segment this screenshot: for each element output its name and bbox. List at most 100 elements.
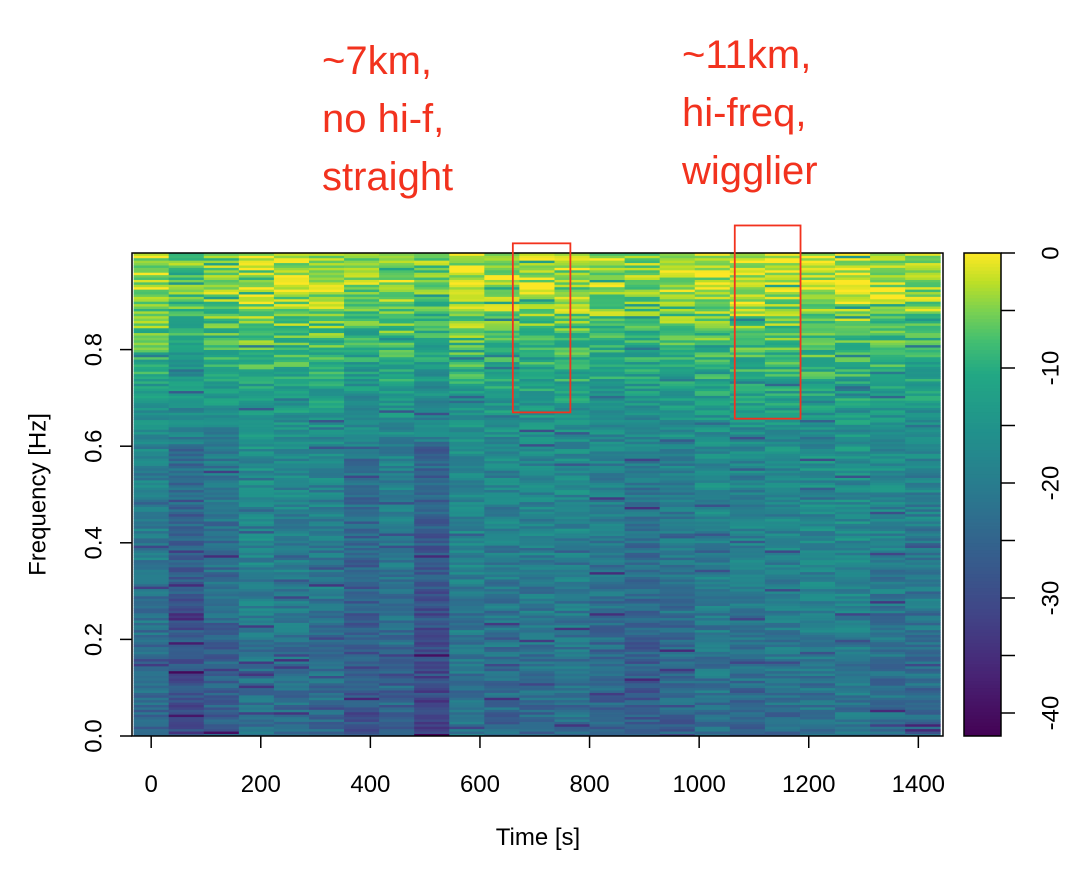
heatmap-cell <box>414 600 450 604</box>
colorbar-tick-label: -30 <box>1038 581 1065 616</box>
heatmap-cell <box>133 603 170 606</box>
heatmap-cell <box>764 400 801 404</box>
colorbar-segment <box>964 618 1001 623</box>
heatmap-cell <box>624 274 661 278</box>
heatmap-cell <box>870 339 906 343</box>
heatmap-cell <box>554 265 590 268</box>
heatmap-cell <box>835 257 871 261</box>
heatmap-cell <box>729 438 766 442</box>
heatmap-cell <box>694 579 731 582</box>
heatmap-cell <box>519 400 555 404</box>
heatmap-cell <box>203 286 240 290</box>
heatmap-cell <box>449 673 485 677</box>
heatmap-cell <box>168 644 205 648</box>
heatmap-cell <box>694 373 731 377</box>
heatmap-cell <box>554 361 590 365</box>
heatmap-cell <box>414 438 450 442</box>
heatmap-cell <box>835 704 871 708</box>
heatmap-cell <box>554 455 590 459</box>
heatmap-cell <box>905 381 941 384</box>
heatmap-cell <box>133 571 170 575</box>
heatmap-cell <box>379 426 415 430</box>
heatmap-cell <box>168 535 205 539</box>
heatmap-cell <box>905 325 941 329</box>
heatmap-cell <box>694 431 731 435</box>
heatmap-cell <box>764 586 801 590</box>
heatmap-cell <box>238 274 275 278</box>
heatmap-cell <box>519 318 555 322</box>
heatmap-cell <box>799 494 836 498</box>
heatmap-cell <box>519 482 555 486</box>
heatmap-cell <box>133 458 170 462</box>
heatmap-cell <box>799 438 836 442</box>
heatmap-cell <box>764 711 801 715</box>
heatmap-cell <box>379 692 415 696</box>
colorbar-segment <box>964 584 1001 589</box>
heatmap-cell <box>624 501 661 505</box>
heatmap-cell <box>870 279 906 283</box>
heatmap-cell <box>203 405 240 408</box>
heatmap-cell <box>379 639 415 643</box>
heatmap-cell <box>835 651 871 655</box>
heatmap-cell <box>870 518 906 522</box>
heatmap-cell <box>519 405 555 408</box>
heatmap-cell <box>414 658 450 662</box>
heatmap-cell <box>519 393 555 396</box>
heatmap-cell <box>519 702 555 705</box>
heatmap-cell <box>694 424 731 428</box>
heatmap-cell <box>133 327 170 331</box>
heatmap-cell <box>203 381 240 384</box>
heatmap-cell <box>764 368 801 372</box>
heatmap-cell <box>344 545 380 549</box>
heatmap-cell <box>694 569 731 573</box>
heatmap-cell <box>624 431 661 435</box>
heatmap-cell <box>309 651 345 655</box>
heatmap-cell <box>519 371 555 375</box>
heatmap-cell <box>870 412 906 416</box>
heatmap-cell <box>519 615 555 619</box>
heatmap-cell <box>799 472 836 476</box>
heatmap-cell <box>554 352 590 355</box>
heatmap-cell <box>729 656 766 660</box>
heatmap-cell <box>133 395 170 399</box>
heatmap-cell <box>203 313 240 317</box>
heatmap-cell <box>694 354 731 358</box>
heatmap-cell <box>519 624 555 628</box>
heatmap-cell <box>519 325 555 329</box>
heatmap-cell <box>344 562 380 565</box>
heatmap-cell <box>414 361 450 365</box>
heatmap-cell <box>344 291 380 295</box>
colorbar-segment <box>964 391 1001 395</box>
heatmap-cell <box>519 612 555 616</box>
heatmap-cell <box>905 373 941 377</box>
heatmap-cell <box>484 694 520 698</box>
heatmap-cell <box>484 579 520 582</box>
heatmap-cell <box>449 518 485 522</box>
heatmap-cell <box>484 545 520 549</box>
heatmap-cell <box>799 714 836 718</box>
heatmap-cell <box>764 663 801 667</box>
heatmap-cell <box>764 542 801 546</box>
heatmap-cell <box>835 417 871 421</box>
heatmap-cell <box>624 600 661 604</box>
heatmap-cell <box>589 323 626 326</box>
heatmap-cell <box>905 615 941 619</box>
colorbar-segment <box>964 401 1001 406</box>
heatmap-cell <box>764 583 801 587</box>
heatmap-cell <box>870 581 906 585</box>
heatmap-cell <box>344 434 380 437</box>
heatmap-cell <box>764 697 801 701</box>
heatmap-cell <box>554 508 590 512</box>
heatmap-cell <box>519 707 555 710</box>
heatmap-cell <box>870 629 906 633</box>
heatmap-cell <box>238 496 275 500</box>
heatmap-cell <box>764 537 801 541</box>
heatmap-cell <box>659 356 696 360</box>
colorbar-segment <box>964 370 1001 375</box>
heatmap-cell <box>659 378 696 382</box>
heatmap-cell <box>519 665 555 669</box>
heatmap-cell <box>133 470 170 474</box>
heatmap-cell <box>799 337 836 341</box>
heatmap-cell <box>344 383 380 387</box>
heatmap-cell <box>238 661 275 664</box>
